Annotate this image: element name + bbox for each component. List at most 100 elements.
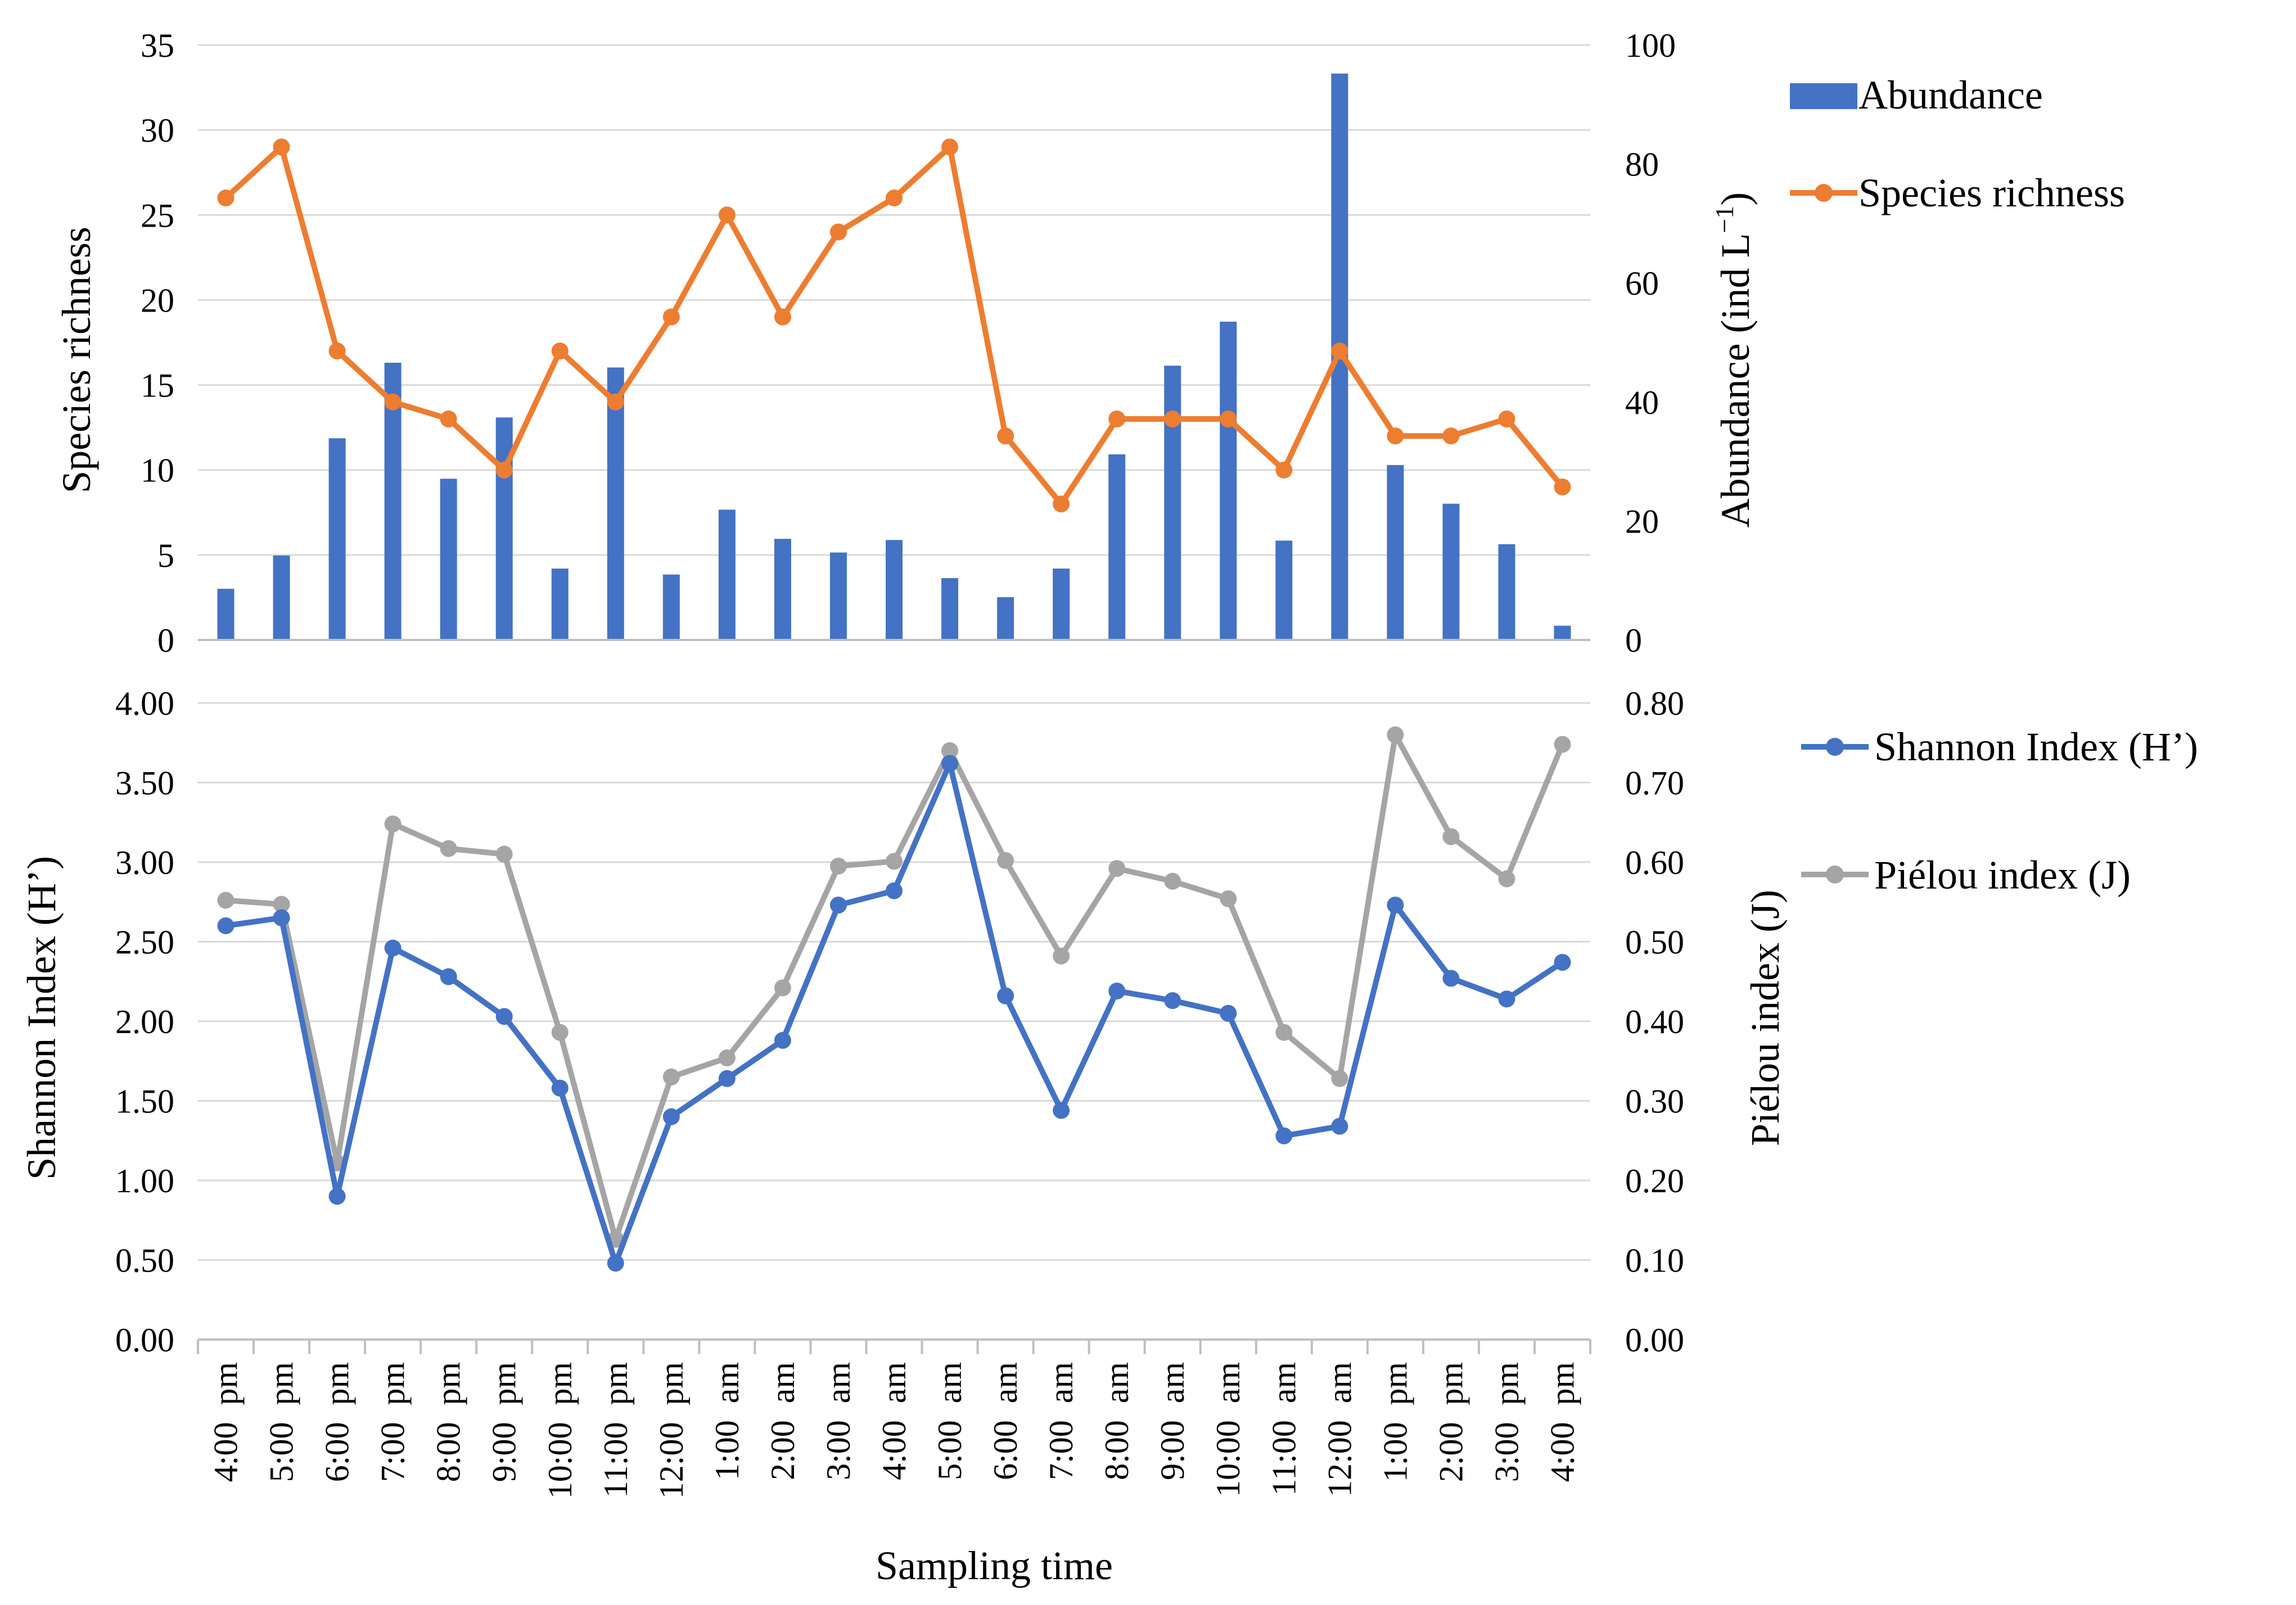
abundance-bar [718,510,736,640]
bottom-left-tick-label: 0.00 [115,1322,174,1359]
shannon-point [607,1255,624,1272]
abundance-bars [217,73,1571,640]
abundance-bar [1220,321,1237,640]
species-richness-point [1108,411,1126,428]
top-right-axis-title-text: Abundance (ind L [1713,233,1758,528]
species-richness-point [1220,411,1237,428]
top-right-axis-title-close: ) [1713,192,1758,206]
pielou-point [829,858,847,875]
shannon-point [1053,1102,1070,1119]
bottom-right-tick-label: 0.40 [1625,1003,1684,1040]
species-richness-point [997,427,1014,445]
legend-swatch-abundance [1790,83,1857,109]
shannon-point [495,1008,513,1025]
legend-label-species-richness: Species richness [1859,170,2125,215]
abundance-bar [551,569,569,640]
abundance-bar [1275,540,1293,640]
x-tick-label: 1:00 pm [1377,1362,1414,1482]
shannon-point [829,896,847,914]
shannon-point [718,1070,736,1087]
species-richness-point [1164,411,1181,428]
pielou-point [440,840,457,857]
top-left-axis-title: Species richness [54,227,99,493]
shannon-point [886,882,903,899]
x-tick-label: 8:00 pm [430,1362,467,1482]
x-tick-label: 5:00 am [931,1362,968,1480]
abundance-bar [1053,569,1070,640]
shannon-point [440,968,457,985]
bottom-left-tick-labels: 0.00 0.50 1.00 1.50 2.00 2.50 3.00 3.50 4.00 [115,685,174,1359]
species-richness-point [1053,495,1070,513]
shannon-point [1220,1004,1237,1022]
abundance-bar [997,597,1014,640]
bottom-gridlines [198,702,1590,1261]
abundance-bar [328,438,346,640]
x-tick-label: 2:00 am [764,1362,801,1480]
pielou-point [886,853,903,870]
legend-marker-pielou [1826,865,1844,883]
pielou-point [941,742,959,759]
top-right-tick-labels: 0 20 40 60 80 100 [1625,27,1676,659]
species-richness-point [551,342,569,360]
x-tick-label: 10:00 am [1210,1362,1247,1497]
pielou-point [718,1049,736,1067]
species-richness-point [1331,342,1348,360]
pielou-point [273,895,290,913]
shannon-point [1108,982,1126,1000]
top-right-tick-label: 20 [1625,503,1659,540]
x-tick-label: 7:00 am [1043,1362,1080,1480]
bottom-right-tick-label: 0.70 [1625,765,1684,802]
bottom-axes [197,1338,1591,1354]
bottom-chart-panel: 0.00 0.50 1.00 1.50 2.00 2.50 3.00 3.50 4.00 0.0… [19,685,2198,1588]
species-richness-point [273,138,290,156]
pielou-point [1498,870,1515,887]
shannon-point [328,1188,346,1205]
pielou-point [495,845,513,863]
bottom-right-tick-label: 0.50 [1625,924,1684,961]
x-tick-label: 4:00 pm [208,1362,245,1482]
x-tick-label: 8:00 am [1098,1362,1135,1480]
species-richness-point [217,190,234,207]
x-tick-label: 12:00 am [1321,1362,1358,1497]
abundance-bar [829,552,847,640]
top-left-tick-label: 10 [141,452,174,489]
pielou-point [1220,890,1237,908]
abundance-bar [774,539,791,640]
bottom-legend: Shannon Index (H’) Piélou index (J) [1801,724,2198,898]
pielou-point [1387,726,1404,743]
top-right-axis-title-superscript: −1 [1710,206,1739,233]
x-tick-label: 3:00 pm [1488,1362,1525,1482]
shannon-point [997,987,1014,1004]
species-richness-point [384,393,402,411]
top-right-tick-label: 100 [1625,27,1676,64]
pielou-point [1275,1024,1293,1041]
x-tick-label: 10:00 pm [542,1362,579,1499]
x-tick-label: 3:00 am [820,1362,857,1480]
pielou-point [1331,1070,1348,1087]
species-richness-point [662,308,680,326]
pielou-point [662,1069,680,1086]
top-right-tick-label: 80 [1625,146,1659,183]
pielou-polyline [225,732,1566,1242]
bottom-left-tick-label: 3.50 [115,765,174,802]
shannon-point [662,1108,680,1125]
shannon-point [1442,970,1460,987]
x-tick-label: 6:00 pm [319,1362,356,1482]
bottom-right-tick-label: 0.60 [1625,844,1684,881]
species-richness-point [1498,411,1515,428]
abundance-bar [440,479,457,640]
pielou-point [384,815,402,833]
shannon-point [217,917,234,935]
x-tick-label: 4:00 pm [1544,1362,1581,1482]
species-richness-point [774,308,791,326]
x-tick-label: 2:00 pm [1432,1362,1469,1482]
bottom-left-tick-label: 1.50 [115,1083,174,1120]
legend-marker-species-richness [1815,184,1833,202]
shannon-point [1554,954,1571,971]
bottom-left-tick-label: 1.00 [115,1162,174,1200]
top-left-tick-label: 5 [157,537,174,574]
x-tick-label: 11:00 am [1265,1362,1302,1496]
abundance-bar [886,540,903,640]
bottom-right-tick-label: 0.30 [1625,1083,1684,1120]
pielou-point [774,979,791,997]
